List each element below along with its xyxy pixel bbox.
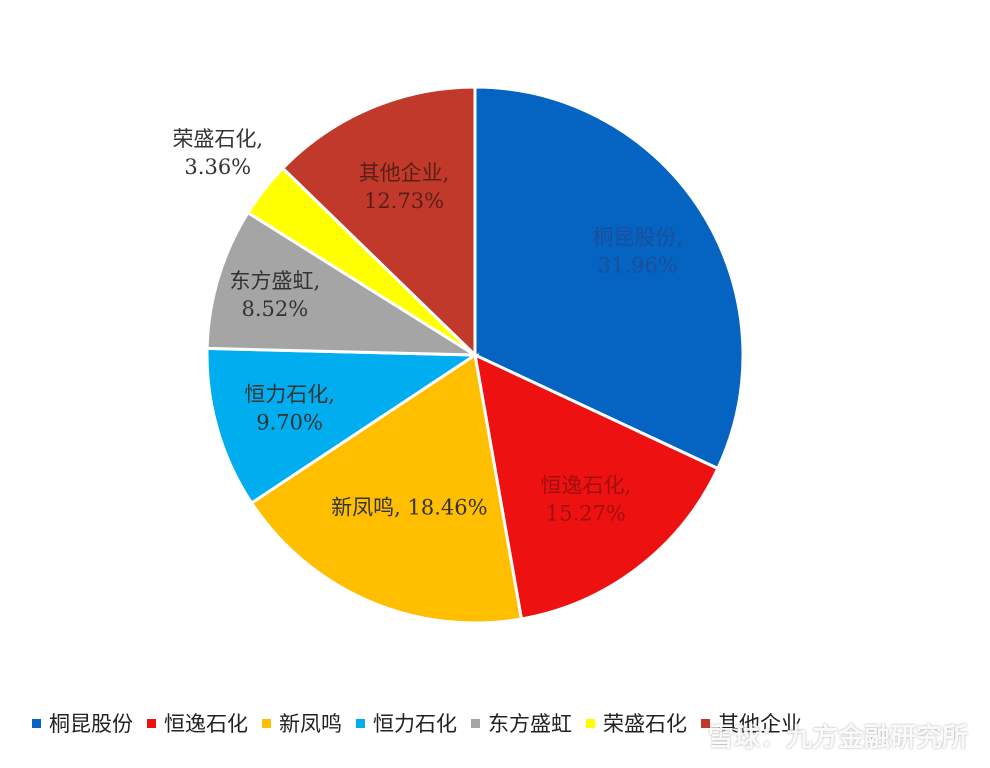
legend-item: 桐昆股份	[32, 708, 133, 738]
legend-swatch	[32, 718, 41, 728]
pie-slice-hengli	[205, 346, 480, 506]
legend-swatch	[586, 718, 595, 728]
snowball-logo-icon	[672, 721, 702, 750]
legend-item: 恒逸石化	[147, 708, 248, 738]
pie-slice-hengyi	[473, 352, 720, 621]
legend-item: 荣盛石化	[586, 708, 687, 738]
legend-label: 恒力石化	[373, 712, 457, 736]
data-label-xinfengming: 新凤鸣, 18.46%	[331, 496, 487, 520]
legend-label: 其他企业	[718, 712, 802, 736]
data-label-other: 其他企业, 12.73%	[359, 161, 450, 213]
data-label-tongkun: 桐昆股份, 31.96%	[592, 225, 683, 277]
pie-slice-other	[280, 85, 477, 359]
legend-swatch	[701, 718, 710, 728]
pie-slice-xinfengming	[249, 352, 524, 625]
legend-label: 荣盛石化	[603, 712, 687, 736]
data-label-hengyi: 恒逸石化, 15.27%	[540, 474, 631, 526]
legend-swatch	[471, 718, 480, 728]
chart-legend: 桐昆股份 恒逸石化 新凤鸣 恒力石化 东方盛虹 荣盛石化 其他企业	[32, 708, 802, 738]
data-label-rongsheng: 荣盛石化, 3.36%	[172, 127, 263, 179]
legend-label: 新凤鸣	[279, 712, 342, 736]
pie-slice-tongkun	[473, 85, 745, 471]
pie-slice-dongfang	[205, 210, 481, 357]
legend-swatch	[356, 718, 365, 728]
legend-label: 恒逸石化	[164, 712, 248, 736]
watermark-text: 雪球：九方金融研究所	[707, 723, 968, 753]
legend-label: 桐昆股份	[49, 712, 133, 736]
legend-swatch	[147, 718, 156, 728]
watermark: 雪球：九方金融研究所	[672, 717, 968, 754]
legend-item: 东方盛虹	[471, 708, 572, 738]
legend-item: 新凤鸣	[262, 708, 342, 738]
legend-item: 其他企业	[701, 708, 802, 738]
legend-item: 恒力石化	[356, 708, 457, 738]
legend-label: 东方盛虹	[488, 712, 572, 736]
data-label-hengli: 恒力石化, 9.70%	[244, 382, 335, 434]
legend-swatch	[262, 718, 271, 728]
data-label-dongfang: 东方盛虹, 8.52%	[229, 269, 320, 321]
